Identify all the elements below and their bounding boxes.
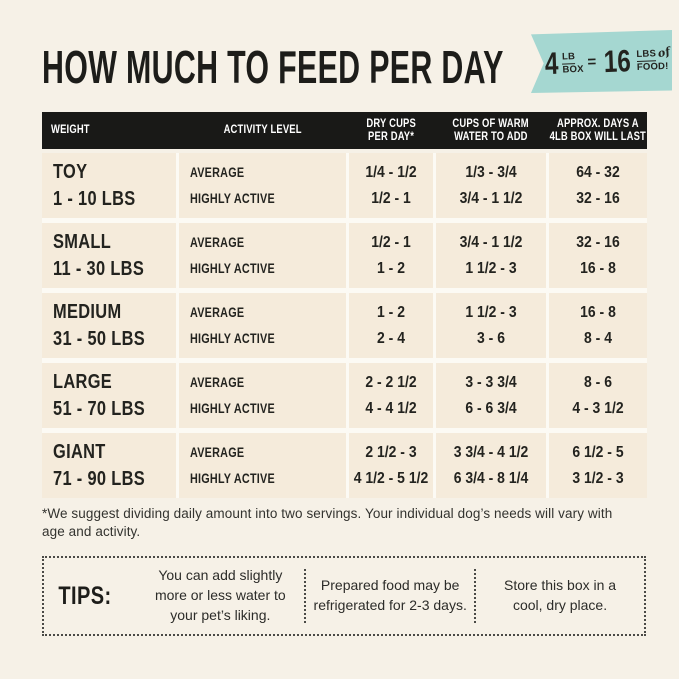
column-header-days-box-lasts: APPROX. DAYS A 4LB BOX WILL LAST bbox=[549, 117, 647, 143]
badge-content: 4 LB BOX = 16 LBS of FOOD! bbox=[542, 43, 672, 82]
water-cell: 3 - 3 3/4 6 - 6 3/4 bbox=[436, 363, 546, 428]
serving-footnote: *We suggest dividing daily amount into t… bbox=[42, 506, 613, 539]
food-label: FOOD! bbox=[636, 60, 669, 73]
activity-cell: AVERAGE HIGHLY ACTIVE bbox=[179, 153, 346, 218]
equals-sign: = bbox=[586, 53, 597, 71]
activity-cell: AVERAGE HIGHLY ACTIVE bbox=[179, 223, 346, 288]
activity-cell: AVERAGE HIGHLY ACTIVE bbox=[179, 293, 346, 358]
dry-cups-cell: 1/4 - 1/2 1/2 - 1 bbox=[349, 153, 433, 218]
badge-value-box-count: 4 bbox=[543, 45, 559, 82]
table-header-row: WEIGHT ACTIVITY LEVEL DRY CUPS PER DAY* … bbox=[42, 112, 647, 149]
lb-box-fraction: LB BOX bbox=[561, 50, 583, 75]
badge-4lb-box-equals-16lbs: 4 LB BOX = 16 LBS of FOOD! bbox=[531, 30, 672, 93]
weight-cell: SMALL 11 - 30 LBS bbox=[42, 223, 176, 288]
activity-cell: AVERAGE HIGHLY ACTIVE bbox=[179, 433, 346, 498]
lbs-label: LBS bbox=[635, 47, 656, 62]
weight-cell: GIANT 71 - 90 LBS bbox=[42, 433, 176, 498]
weight-cell: TOY 1 - 10 LBS bbox=[42, 153, 176, 218]
dry-cups-cell: 1/2 - 1 1 - 2 bbox=[349, 223, 433, 288]
water-cell: 3 3/4 - 4 1/2 6 3/4 - 8 1/4 bbox=[436, 433, 546, 498]
days-cell: 6 1/2 - 5 3 1/2 - 3 bbox=[549, 433, 647, 498]
tip-storage: Store this box in a cool, dry place. bbox=[504, 577, 617, 613]
lb-label: LB bbox=[561, 50, 575, 65]
column-header-activity-level: ACTIVITY LEVEL bbox=[223, 124, 302, 136]
tips-divider bbox=[474, 569, 477, 623]
badge-value-food-lbs: 16 bbox=[602, 43, 632, 80]
tip-water-adjust: You can add slightly more or less water … bbox=[154, 567, 286, 623]
days-cell: 32 - 16 16 - 8 bbox=[549, 223, 647, 288]
water-cell: 1 1/2 - 3 3 - 6 bbox=[436, 293, 546, 358]
activity-cell: AVERAGE HIGHLY ACTIVE bbox=[179, 363, 346, 428]
lbs-food-fraction: LBS of FOOD! bbox=[635, 44, 672, 73]
table-row-large: LARGE 51 - 70 LBS AVERAGE HIGHLY ACTIVE … bbox=[42, 363, 647, 428]
column-header-dry-cups: DRY CUPS PER DAY* bbox=[366, 117, 416, 143]
weight-cell: LARGE 51 - 70 LBS bbox=[42, 363, 176, 428]
column-header-weight: WEIGHT bbox=[51, 124, 90, 136]
table-row-toy: TOY 1 - 10 LBS AVERAGE HIGHLY ACTIVE 1/4… bbox=[42, 153, 647, 218]
dry-cups-cell: 2 - 2 1/2 4 - 4 1/2 bbox=[349, 363, 433, 428]
days-cell: 8 - 6 4 - 3 1/2 bbox=[549, 363, 647, 428]
table-row-medium: MEDIUM 31 - 50 LBS AVERAGE HIGHLY ACTIVE… bbox=[42, 293, 647, 358]
of-script-label: of bbox=[656, 44, 672, 60]
tip-refrigerate: Prepared food may be refrigerated for 2-… bbox=[313, 577, 467, 613]
dry-cups-cell: 2 1/2 - 3 4 1/2 - 5 1/2 bbox=[349, 433, 433, 498]
weight-cell: MEDIUM 31 - 50 LBS bbox=[42, 293, 176, 358]
water-cell: 1/3 - 3/4 3/4 - 1 1/2 bbox=[436, 153, 546, 218]
tips-box: TIPS: You can add slightly more or less … bbox=[42, 556, 646, 636]
water-cell: 3/4 - 1 1/2 1 1/2 - 3 bbox=[436, 223, 546, 288]
lbs-of-row: LBS of bbox=[635, 44, 672, 62]
column-header-warm-water: CUPS OF WARM WATER TO ADD bbox=[452, 117, 530, 143]
tips-label: TIPS: bbox=[58, 581, 112, 610]
tips-divider bbox=[304, 569, 307, 623]
dry-cups-cell: 1 - 2 2 - 4 bbox=[349, 293, 433, 358]
page-title: HOW MUCH TO FEED PER DAY bbox=[42, 41, 504, 93]
days-cell: 16 - 8 8 - 4 bbox=[549, 293, 647, 358]
days-cell: 64 - 32 32 - 16 bbox=[549, 153, 647, 218]
table-row-small: SMALL 11 - 30 LBS AVERAGE HIGHLY ACTIVE … bbox=[42, 223, 647, 288]
table-body: TOY 1 - 10 LBS AVERAGE HIGHLY ACTIVE 1/4… bbox=[42, 153, 647, 498]
feeding-table: WEIGHT ACTIVITY LEVEL DRY CUPS PER DAY* … bbox=[42, 112, 647, 498]
box-label: BOX bbox=[561, 63, 584, 76]
table-row-giant: GIANT 71 - 90 LBS AVERAGE HIGHLY ACTIVE … bbox=[42, 433, 647, 498]
